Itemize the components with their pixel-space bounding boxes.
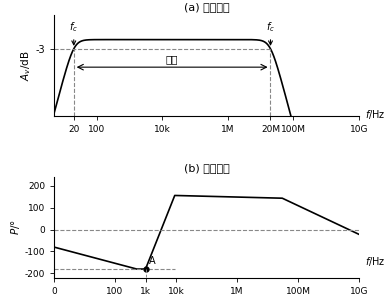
Y-axis label: $P$/°: $P$/° <box>9 219 22 235</box>
Title: (a) 幅频特性: (a) 幅频特性 <box>184 2 229 11</box>
Text: $f_c$: $f_c$ <box>69 21 78 45</box>
Text: 带宽: 带宽 <box>166 54 178 64</box>
Text: $f$/Hz: $f$/Hz <box>365 108 386 120</box>
Y-axis label: $A_v$/dB: $A_v$/dB <box>19 50 32 81</box>
Text: A: A <box>149 256 156 266</box>
Text: $f_c$: $f_c$ <box>266 21 275 45</box>
Text: $f$/Hz: $f$/Hz <box>365 255 386 268</box>
Title: (b) 相频特性: (b) 相频特性 <box>184 163 229 173</box>
